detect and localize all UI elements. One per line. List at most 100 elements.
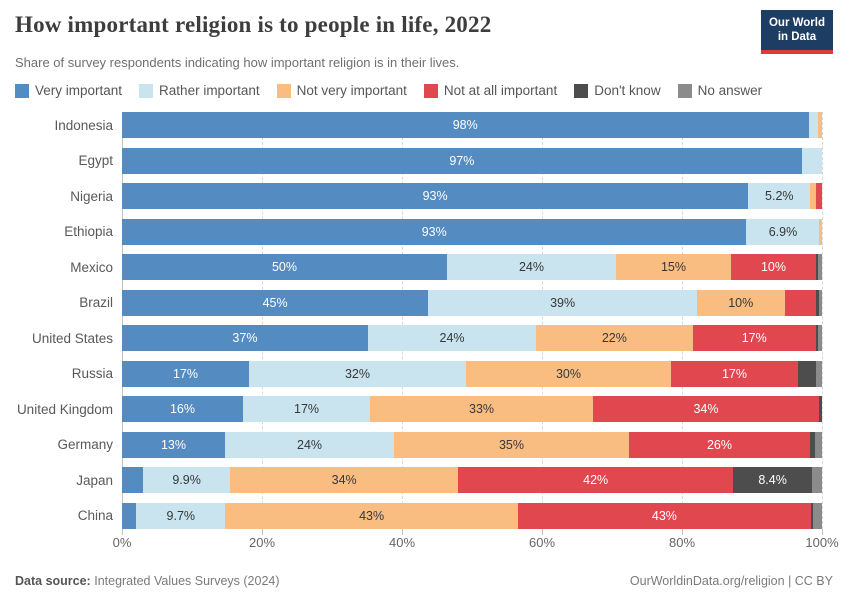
segment-notvery: 22% [536, 325, 693, 351]
segment-notvery: 15% [615, 254, 731, 280]
segment-rather: 24% [446, 254, 616, 280]
country-label: United States [31, 330, 113, 346]
stacked-bar: 45% 39% 10% [122, 289, 822, 316]
bar-rows: Indonesia 98% Egypt 97% Nigeria 93% 5.2% Ethiop… [0, 112, 850, 529]
segment-dontknow [810, 431, 816, 458]
segment-dontknow [810, 502, 813, 529]
x-tick-label-0: 0% [112, 535, 132, 550]
legend-swatch-notatall [423, 83, 438, 98]
segment-notatall [815, 183, 822, 209]
stacked-bar: 93% 6.9% [122, 218, 822, 245]
bar-row-indonesia: Indonesia 98% [0, 112, 850, 138]
segment-rather: 9.9% [142, 467, 231, 493]
segment-rather: 5.2% [748, 183, 811, 209]
segment-rather: 9.7% [136, 502, 226, 529]
segment-value-label: 8.4% [758, 473, 787, 487]
segment-value-label: 97% [449, 153, 475, 168]
segment-dontknow [798, 360, 817, 387]
legend-label: No answer [697, 83, 763, 98]
segment-value-label: 39% [550, 295, 576, 310]
segment-very: 16% [122, 396, 244, 422]
country-label: Germany [57, 437, 113, 452]
segment-value-label: 16% [169, 402, 196, 416]
segment-noanswer [818, 289, 822, 316]
country-label: Nigeria [70, 188, 113, 204]
segment-notvery: 35% [394, 431, 629, 458]
segment-value-label: 24% [439, 331, 465, 345]
segment-very: 97% [122, 147, 802, 174]
segment-value-label: 33% [469, 402, 495, 416]
segment-value-label: 45% [262, 295, 288, 310]
segment-very: 37% [122, 325, 368, 351]
segment-value-label: 17% [172, 366, 199, 381]
country-label: Brazil [79, 295, 113, 310]
license-note: OurWorldinData.org/religion | CC BY [629, 574, 833, 588]
segment-noanswer [816, 360, 823, 387]
segment-dontknow [816, 254, 819, 280]
segment-very: 93% [122, 218, 747, 245]
segment-rather: 39% [428, 289, 697, 316]
segment-rather: 17% [243, 396, 371, 422]
segment-value-label: 37% [232, 331, 258, 345]
segment-value-label: 24% [297, 437, 323, 452]
segment-value-label: 24% [518, 260, 544, 274]
segment-notatall: 17% [671, 360, 799, 387]
segment-rather [808, 112, 818, 138]
country-label: Indonesia [54, 117, 113, 133]
segment-noanswer [817, 325, 822, 351]
legend-label: Don't know [594, 83, 661, 98]
x-tick-label-20: 20% [248, 535, 276, 550]
country-label: China [77, 508, 113, 523]
segment-value-label: 22% [601, 331, 627, 345]
segment-notatall [784, 289, 816, 316]
stacked-bar: 13% 24% 35% 26% [122, 431, 822, 458]
segment-value-label: 43% [359, 508, 385, 523]
bar-row-japan: Japan 9.9% 34% 42% 8.4% [0, 467, 850, 493]
segment-value-label: 93% [421, 224, 447, 239]
segment-rather: 32% [249, 360, 466, 387]
segment-rather: 24% [225, 431, 395, 458]
segment-very [122, 467, 143, 493]
legend-item-notvery: Not very important [276, 83, 407, 98]
stacked-bar: 37% 24% 22% 17% [122, 325, 822, 351]
segment-dontknow [816, 325, 818, 351]
segment-rather: 6.9% [746, 218, 820, 245]
segment-value-label: 93% [422, 189, 448, 203]
legend: Very important Rather important Not very i… [15, 83, 762, 98]
legend-label: Very important [35, 83, 123, 98]
segment-value-label: 50% [271, 260, 297, 274]
segment-value-label: 30% [555, 366, 582, 381]
segment-notatall: 10% [730, 254, 816, 280]
segment-very: 50% [122, 254, 447, 280]
segment-dontknow [819, 396, 822, 422]
legend-item-dontknow: Don't know [574, 83, 661, 98]
segment-notvery: 43% [225, 502, 519, 529]
chart-subtitle: Share of survey respondents indicating h… [15, 55, 460, 70]
owid-logo-line2: in Data [777, 31, 817, 44]
stacked-bar: 97% [122, 147, 822, 174]
x-tick-label-40: 40% [388, 535, 416, 550]
legend-swatch-very [15, 83, 29, 98]
segment-value-label: 34% [331, 473, 357, 487]
segment-rather: 24% [367, 325, 537, 351]
segment-value-label: 43% [651, 508, 677, 523]
bar-row-germany: Germany 13% 24% 35% 26% [0, 431, 850, 458]
bar-row-united-kingdom: United Kingdom 16% 17% 33% 34% [0, 396, 850, 422]
segment-notvery: 10% [696, 289, 785, 316]
segment-value-label: 10% [760, 260, 786, 274]
data-source-label: Data source: [15, 574, 91, 588]
segment-notvery: 33% [370, 396, 594, 422]
bar-row-mexico: Mexico 50% 24% 15% 10% [0, 254, 850, 280]
segment-very: 13% [122, 431, 226, 458]
owid-logo: Our World in Data [760, 10, 833, 54]
legend-item-very: Very important [15, 83, 122, 98]
segment-notatall: 34% [593, 396, 819, 422]
segment-noanswer [815, 431, 822, 458]
country-label: Russia [71, 366, 113, 381]
legend-label: Rather important [159, 83, 260, 98]
segment-value-label: 35% [498, 437, 525, 452]
segment-notvery [817, 112, 822, 138]
segment-dontknow: 8.4% [733, 467, 812, 493]
segment-value-label: 17% [721, 366, 748, 381]
